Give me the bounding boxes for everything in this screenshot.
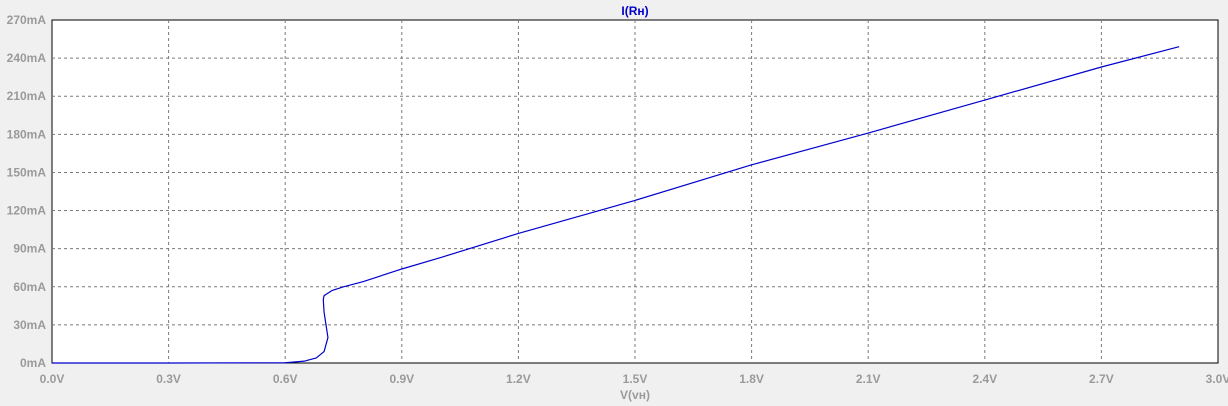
y-tick-label: 0mA (20, 356, 46, 370)
y-tick-label: 90mA (13, 242, 46, 256)
y-tick-label: 240mA (7, 51, 47, 65)
x-tick-label: 2.4V (972, 372, 997, 386)
y-tick-labels: 0mA 30mA 60mA 90mA 120mA 150mA 180mA 210mA 240mA… (7, 13, 47, 370)
chart-title: I(Rн) (621, 4, 648, 18)
x-tick-label: 1.8V (739, 372, 764, 386)
x-tick-labels: 0.0V 0.3V 0.6V 0.9V 1.2V 1.5V 1.8V 2.1V 2.4V 2.7V… (40, 372, 1228, 386)
x-tick-label: 0.0V (40, 372, 65, 386)
y-tick-label: 210mA (7, 89, 47, 103)
series-line (52, 46, 1180, 364)
grid (52, 20, 1218, 363)
y-tick-label: 120mA (7, 204, 47, 218)
x-tick-label: 0.9V (389, 372, 414, 386)
y-tick-label: 270mA (7, 13, 47, 27)
x-tick-label: 1.5V (623, 372, 648, 386)
y-tick-label: 30mA (13, 318, 46, 332)
plot-area (51, 19, 1219, 364)
x-tick-label: 3.0V (1206, 372, 1228, 386)
x-tick-label: 2.7V (1089, 372, 1114, 386)
x-tick-label: 1.2V (506, 372, 531, 386)
y-tick-label: 180mA (7, 127, 47, 141)
x-tick-label: 0.6V (273, 372, 298, 386)
x-tick-label: 0.3V (156, 372, 181, 386)
x-axis-label: V(vн) (620, 388, 650, 402)
series-layer (52, 46, 1180, 364)
x-tick-label: 2.1V (856, 372, 881, 386)
y-tick-label: 60mA (13, 280, 46, 294)
y-tick-label: 150mA (7, 165, 47, 179)
